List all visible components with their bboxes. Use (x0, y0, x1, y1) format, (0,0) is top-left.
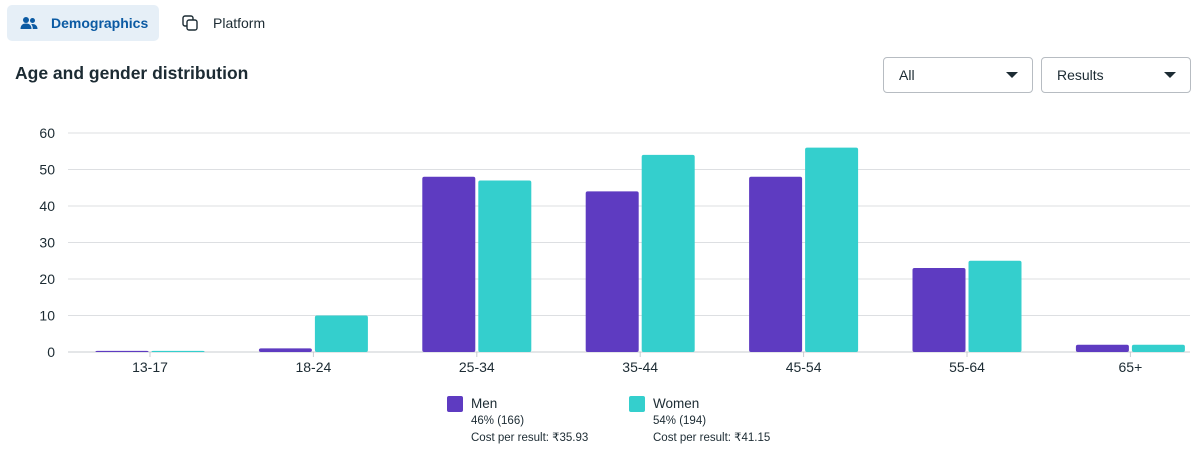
bar-women-45-54 (805, 147, 859, 352)
bar-women-13-17 (151, 350, 205, 352)
bar-women-25-34 (478, 180, 532, 352)
y-tick-label: 60 (39, 125, 55, 141)
legend-men: Men 46% (166) Cost per result: ₹35.93 (447, 395, 588, 447)
tab-bar: Demographics Platform (7, 5, 277, 41)
caret-down-icon (1006, 72, 1018, 78)
legend-women-cost: Cost per result: ₹41.15 (653, 432, 771, 444)
bar-men-55-64 (912, 268, 966, 352)
x-tick-label: 55-64 (949, 359, 985, 375)
legend-women: Women 54% (194) Cost per result: ₹41.15 (629, 395, 770, 447)
legend-women-share: 54% (194) (653, 415, 707, 427)
legend-men-share: 46% (166) (471, 415, 525, 427)
bar-women-55-64 (968, 260, 1022, 352)
x-tick-label: 35-44 (622, 359, 658, 375)
y-tick-label: 50 (39, 162, 55, 178)
people-icon (20, 13, 38, 33)
tab-demographics[interactable]: Demographics (7, 5, 159, 41)
bar-women-35-44 (641, 154, 695, 352)
y-tick-label: 10 (39, 308, 55, 324)
bar-women-65+ (1131, 344, 1185, 352)
bar-men-35-44 (585, 191, 639, 352)
y-tick-label: 40 (39, 198, 55, 214)
bar-men-45-54 (749, 176, 803, 352)
legend-men-label: Men (471, 396, 498, 411)
x-tick-label: 45-54 (786, 359, 822, 375)
metric-dropdown-value: Results (1057, 67, 1104, 83)
audience-dropdown-value: All (899, 67, 915, 83)
section-title: Age and gender distribution (15, 63, 249, 83)
audience-dropdown[interactable]: All (883, 57, 1033, 93)
legend-men-swatch (447, 396, 463, 412)
legend-women-swatch (629, 396, 645, 412)
tab-demographics-label: Demographics (51, 15, 149, 31)
x-tick-label: 18-24 (295, 359, 331, 375)
x-tick-label: 13-17 (132, 359, 168, 375)
caret-down-icon (1164, 72, 1176, 78)
bar-men-18-24 (258, 348, 312, 352)
copy-squares-icon (180, 13, 200, 33)
bar-men-65+ (1075, 344, 1129, 352)
bar-men-13-17 (95, 350, 149, 352)
tab-platform-label: Platform (213, 15, 266, 31)
tab-platform[interactable]: Platform (167, 5, 277, 41)
y-tick-label: 0 (47, 344, 55, 360)
y-tick-label: 30 (39, 235, 55, 251)
age-gender-bar-chart: 0 10 20 30 40 50 60 13-17 18-24 25-34 35-44 45-54 55… (39, 125, 1190, 375)
legend-women-label: Women (653, 396, 700, 411)
bar-women-18-24 (314, 315, 368, 352)
legend-men-cost: Cost per result: ₹35.93 (471, 432, 589, 444)
y-tick-label: 20 (39, 271, 55, 287)
x-tick-label: 25-34 (459, 359, 495, 375)
bar-men-25-34 (422, 176, 476, 352)
x-tick-label: 65+ (1119, 359, 1143, 375)
metric-dropdown[interactable]: Results (1041, 57, 1191, 93)
